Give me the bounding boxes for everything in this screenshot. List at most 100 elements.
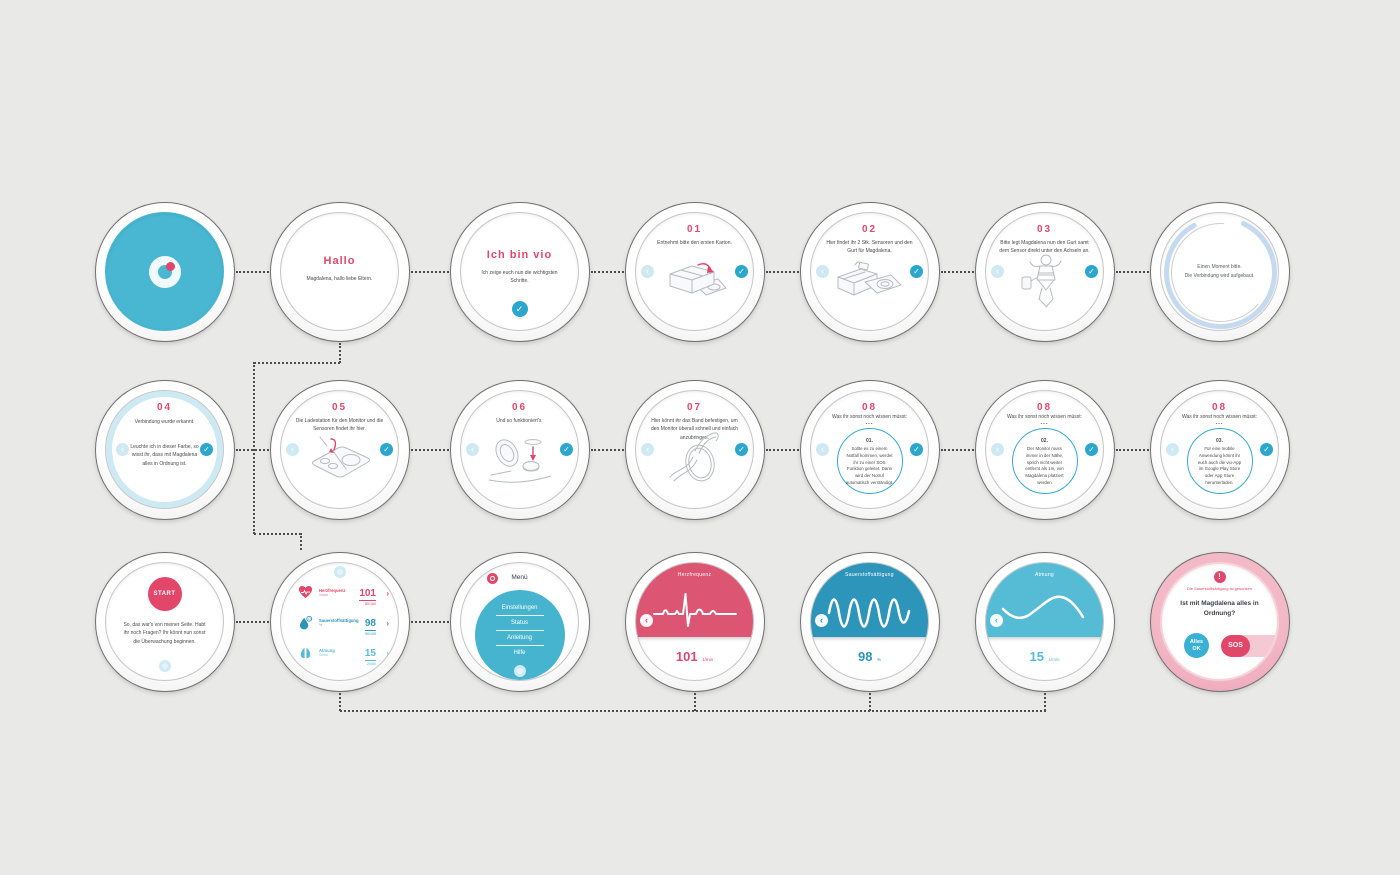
- connector: [411, 449, 449, 451]
- scroll-hint-icon[interactable]: [513, 665, 526, 677]
- next-button[interactable]: ✓: [735, 265, 748, 278]
- metric-value: 15: [364, 648, 376, 661]
- connector-stub: [694, 693, 696, 711]
- back-button[interactable]: ‹: [286, 443, 299, 456]
- screen-step06: 06 Und so funktioniert's: ‹ ✓: [450, 380, 590, 520]
- next-button[interactable]: ✓: [380, 443, 393, 456]
- next-button[interactable]: ✓: [1085, 265, 1098, 278]
- sos-button[interactable]: SOS: [1221, 635, 1250, 657]
- back-button[interactable]: ‹: [991, 443, 1004, 456]
- connector: [941, 271, 974, 273]
- info-note: Sollte es zu einem Notfall kommen, werde…: [845, 446, 894, 486]
- metric-range: 20/60: [367, 662, 376, 666]
- info-circle: 03. Für eine mobile Anwendung könnt ihr …: [1186, 428, 1253, 494]
- info-note: Für eine mobile Anwendung könnt ihr euch…: [1197, 446, 1242, 486]
- connector-bus: [340, 710, 1046, 712]
- alert-icon: !: [1213, 571, 1226, 583]
- screen-step07: 07 Hier könnt ihr das Band befestigen, u…: [625, 380, 765, 520]
- back-button[interactable]: ‹: [990, 614, 1003, 627]
- metric-range: 90/100: [365, 632, 376, 636]
- connector-elbow: [253, 362, 255, 534]
- next-button[interactable]: ✓: [910, 265, 923, 278]
- step-number: 03: [1036, 224, 1053, 235]
- back-button[interactable]: ‹: [641, 265, 654, 278]
- dashboard-row-oxygen[interactable]: O Sauerstoffsättigung% 98 90/100 ›: [296, 611, 389, 641]
- screen-logo: [95, 202, 235, 342]
- alert-message: Die Sauerstoffsättigung ist gesunken: [1186, 586, 1253, 591]
- back-button[interactable]: ‹: [641, 443, 654, 456]
- start-button[interactable]: START: [147, 577, 182, 611]
- scroll-hint-icon[interactable]: [333, 566, 346, 578]
- connector: [591, 449, 624, 451]
- assembly-illustration: [488, 439, 551, 483]
- menu-item-status[interactable]: Status: [495, 616, 544, 631]
- step-caption-2: Leuchte ich in dieser Farbe, so wisst ih…: [130, 444, 199, 467]
- lungs-icon: [300, 646, 311, 659]
- all-ok-button[interactable]: Alles OK: [1184, 633, 1209, 658]
- detail-value: 15: [1029, 649, 1044, 664]
- menu-item-einstellungen[interactable]: Einstellungen: [495, 601, 544, 616]
- step-number: 04: [156, 402, 173, 413]
- metric-label: Atmung: [319, 648, 335, 653]
- next-button[interactable]: ✓: [200, 443, 213, 456]
- back-button[interactable]: ‹: [640, 614, 653, 627]
- svg-text:O: O: [308, 617, 311, 621]
- connector: [236, 621, 269, 623]
- back-button[interactable]: ‹: [466, 443, 479, 456]
- chevron-right-icon[interactable]: ›: [386, 619, 389, 628]
- step-number: 01: [686, 224, 703, 235]
- screen-dashboard: Herzfrequenz 1/min 101 80/160 › O Sauersto…: [270, 552, 410, 692]
- step-caption: Verbindung wurde erkannt.: [134, 419, 195, 425]
- scroll-hint-icon[interactable]: [158, 660, 171, 672]
- sos-swipe-track[interactable]: SOS: [1221, 635, 1277, 657]
- detail-title: Sauerstoffsättigung: [845, 572, 894, 578]
- hallo-body: Magdalena, hallo liebe Eltern.: [306, 276, 373, 282]
- start-body: So, das war's von meiner Seite. Habt ihr…: [123, 622, 206, 645]
- screen-breath-detail: Atmung ‹ 15 1/min: [975, 552, 1115, 692]
- back-button[interactable]: ‹: [815, 614, 828, 627]
- back-button[interactable]: ‹: [1166, 443, 1179, 456]
- step-caption: Hier könnt ihr das Band befestigen, um d…: [651, 418, 738, 441]
- screen-heart-detail: Herzfrequenz ‹ 101 1/min: [625, 552, 765, 692]
- back-button[interactable]: ‹: [816, 265, 829, 278]
- metric-value: 101: [359, 588, 376, 601]
- back-button[interactable]: ‹: [116, 443, 129, 456]
- menu-item-anleitung[interactable]: Anleitung: [495, 631, 544, 646]
- step-intro: Was ihr sonst noch wissen müsst:: [831, 414, 908, 420]
- screen-step04: 04 Verbindung wurde erkannt. Leuchte ich…: [95, 380, 235, 520]
- step-caption: Die Ladestation für den Monitor und die …: [295, 418, 384, 433]
- screen-alarm: ! Die Sauerstoffsättigung ist gesunken I…: [1150, 552, 1290, 692]
- connector: [411, 271, 449, 273]
- next-button[interactable]: ✓: [1260, 443, 1273, 456]
- next-button[interactable]: ✓: [560, 443, 573, 456]
- intro-body: Ich zeige euch nun die wichtigsten Schri…: [481, 270, 558, 285]
- back-button[interactable]: ‹: [816, 443, 829, 456]
- hallo-title: Hallo: [323, 255, 356, 267]
- next-button[interactable]: ✓: [910, 443, 923, 456]
- connector: [236, 271, 269, 273]
- screen-step02: 02 Hier findet ihr 2 Stk. Sensoren und d…: [800, 202, 940, 342]
- next-button[interactable]: ✓: [1085, 443, 1098, 456]
- ellipsis: ...: [865, 420, 874, 426]
- dashboard-row-heart[interactable]: Herzfrequenz 1/min 101 80/160 ›: [296, 581, 389, 611]
- connector-elbow: [300, 533, 302, 550]
- connecting-line1: Einen Moment bitte.: [1197, 264, 1242, 270]
- screen-step08c: 08 Was ihr sonst noch wissen müsst: ... …: [1150, 380, 1290, 520]
- connector-stub: [1044, 693, 1046, 711]
- next-button[interactable]: ✓: [735, 443, 748, 456]
- ellipsis: ...: [1040, 420, 1049, 426]
- step-caption: Und so funktioniert's:: [496, 418, 543, 424]
- dashboard-row-breath[interactable]: Atmung 1/min 15 20/60 ›: [296, 641, 389, 671]
- chevron-right-icon[interactable]: ›: [386, 589, 389, 598]
- ecg-wave: [652, 593, 737, 627]
- connector-stub: [869, 693, 871, 711]
- back-button[interactable]: ‹: [991, 265, 1004, 278]
- menu-item-hilfe[interactable]: Hilfe: [513, 650, 526, 656]
- confirm-button[interactable]: ✓: [511, 301, 528, 317]
- chevron-right-icon[interactable]: ›: [386, 649, 389, 658]
- menu-title: Menü: [511, 574, 528, 581]
- connector: [1116, 271, 1149, 273]
- metric-sublabel: 1/min: [319, 653, 328, 658]
- menu-logo-icon: [487, 573, 498, 584]
- metric-value: 98: [364, 618, 376, 631]
